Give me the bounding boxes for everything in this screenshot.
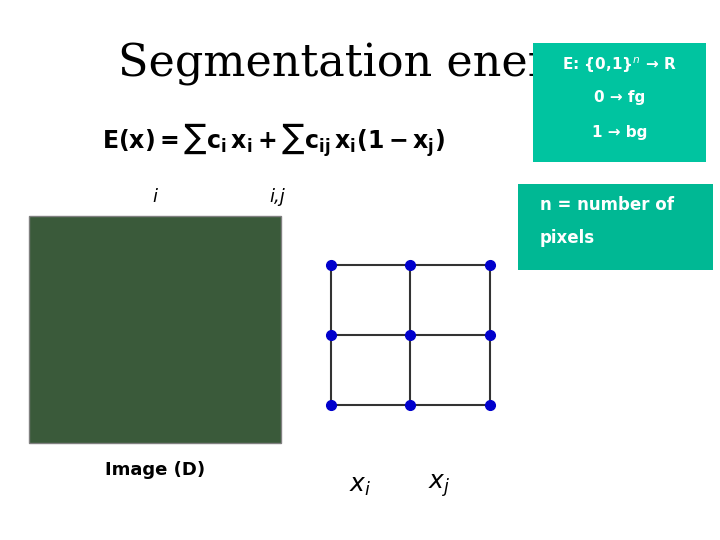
Text: 1 → bg: 1 → bg (592, 125, 647, 140)
Text: $x_i$: $x_i$ (349, 475, 371, 497)
FancyBboxPatch shape (533, 43, 706, 162)
Text: 0 → fg: 0 → fg (593, 90, 645, 105)
Text: i: i (153, 188, 157, 206)
Text: i,j: i,j (269, 188, 285, 206)
Text: n = number of: n = number of (540, 196, 674, 214)
Text: pixels: pixels (540, 228, 595, 247)
Bar (29, 216, 281, 443)
Text: $\mathbf{E(x) = \sum c_i\, x_i + \sum c_{ij}\, x_i(1-x_j)}$: $\mathbf{E(x) = \sum c_i\, x_i + \sum c_… (102, 122, 445, 159)
Text: E: {0,1}$^n$ → R: E: {0,1}$^n$ → R (562, 55, 677, 75)
Text: Segmentation energy: Segmentation energy (117, 43, 603, 86)
Text: Image (D): Image (D) (104, 461, 205, 479)
Text: $x_j$: $x_j$ (428, 472, 450, 500)
FancyBboxPatch shape (518, 184, 713, 270)
